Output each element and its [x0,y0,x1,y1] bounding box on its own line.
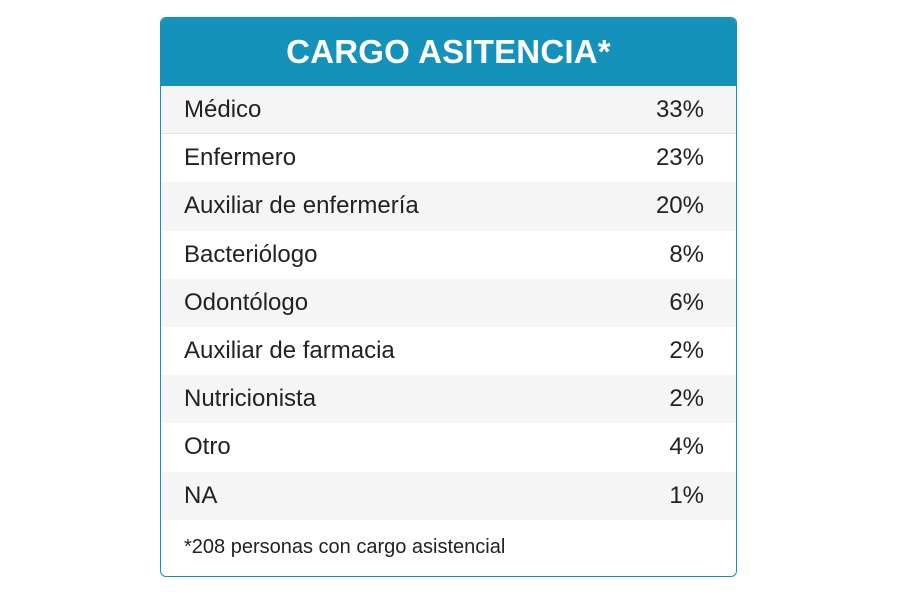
table-row: Enfermero 23% [161,134,736,183]
table-row: Auxiliar de farmacia 2% [161,326,736,376]
table-title: CARGO ASITENCIA* [161,18,736,86]
table-footnote: *208 personas con cargo asistencial [184,535,506,558]
row-label: Bacteriólogo [184,240,318,268]
row-value: 23% [655,144,704,172]
table-row: Bacteriólogo 8% [161,230,736,279]
row-label: Odontólogo [184,288,309,316]
table-row: Odontólogo 6% [161,278,736,327]
row-label: Enfermero [184,144,297,172]
row-label: Auxiliar de enfermería [184,192,419,220]
row-value: 6% [669,288,704,316]
row-value: 33% [655,95,704,123]
row-label: NA [184,481,218,509]
row-value: 1% [669,481,704,509]
row-value: 8% [669,240,704,268]
row-value: 2% [669,337,704,365]
row-value: 2% [669,385,704,413]
table-row: Nutricionista 2% [161,375,736,424]
row-label: Médico [184,95,262,123]
row-label: Auxiliar de farmacia [184,337,395,365]
table-row: Auxiliar de enfermería 20% [161,182,736,231]
row-value: 20% [655,192,704,220]
table-row: Médico 33% [161,86,736,135]
table-body: Médico 33% Enfermero 23% Auxiliar de enf… [161,86,736,520]
row-label: Nutricionista [184,385,317,413]
table-row: NA 1% [161,471,736,520]
data-table-card: CARGO ASITENCIA* Médico 33% Enfermero 23… [160,17,737,577]
table-row: Otro 4% [161,423,736,472]
row-value: 4% [669,433,704,461]
row-label: Otro [184,433,231,461]
